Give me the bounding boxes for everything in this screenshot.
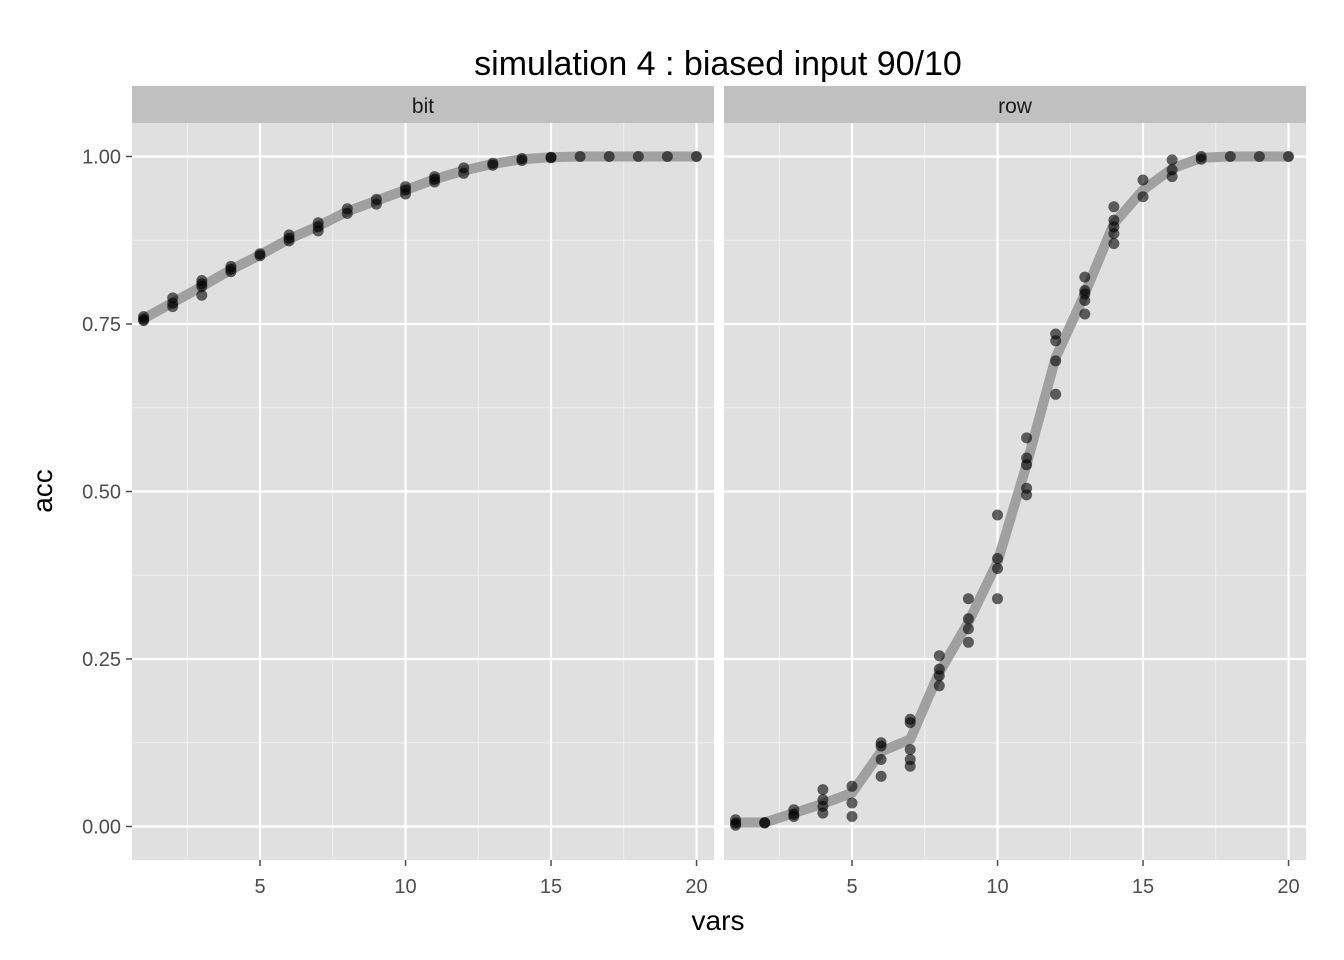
data-point [904,754,916,765]
data-point [1108,238,1120,250]
data-point [846,797,858,809]
data-point [992,593,1003,605]
data-point [341,207,353,219]
data-point [167,301,179,313]
x-tick-label: 15 [1132,876,1154,898]
facet-strip-label: row [998,95,1033,118]
data-point [196,278,208,290]
data-point [1050,388,1062,400]
facet-strip-row [724,86,1306,123]
data-point [574,151,586,162]
data-point [1137,191,1149,203]
data-point [933,680,945,692]
data-point [992,563,1003,574]
data-point [254,248,266,260]
data-point [1195,153,1207,165]
data-point [283,232,295,244]
data-point [933,650,945,662]
data-point [1166,171,1178,183]
data-point [875,770,887,782]
data-point [788,808,800,820]
data-point [1283,151,1294,162]
data-point [962,593,974,605]
data-point [730,817,742,829]
facet-panel-bit: bit [132,86,714,860]
data-point [661,151,673,162]
data-point [846,780,858,792]
data-point [196,289,208,301]
x-tick-label: 20 [685,876,707,898]
data-point [545,152,557,164]
data-point [875,740,887,752]
data-point [1021,459,1033,471]
x-tick-label: 10 [394,876,416,898]
y-tick-label: 1.00 [82,147,121,169]
data-point [1021,432,1033,444]
data-point [933,670,945,682]
data-point [138,315,150,327]
y-tick-label: 0.75 [82,314,121,336]
data-point [817,794,829,806]
data-point [370,198,382,210]
y-axis-title: acc [27,469,58,513]
data-point [487,159,499,171]
data-point [1253,151,1265,162]
data-point [516,155,528,166]
data-point [904,717,916,729]
data-point [429,173,441,185]
data-point [312,221,324,233]
data-point [904,744,916,755]
data-point [759,817,771,828]
data-point [1166,154,1178,166]
x-tick-label: 15 [540,876,562,898]
x-tick-label: 5 [254,876,265,898]
x-tick-label: 10 [986,876,1008,898]
data-point [875,754,887,765]
data-point [1108,228,1120,240]
data-point [691,151,702,162]
data-point [1224,151,1236,162]
data-point [962,636,974,648]
facet-strip-label: bit [412,95,434,118]
x-tick-label: 5 [846,876,857,898]
x-axes: 5 10 15 20 5 10 15 20 [254,860,1300,898]
facet-strip-bit [132,86,714,123]
data-point [1079,295,1091,306]
data-point [603,151,615,162]
data-point [458,167,470,179]
x-axis-title: vars [692,905,745,936]
data-point [225,263,237,275]
data-point [1137,174,1149,186]
data-point [1050,335,1062,347]
data-point [962,613,974,625]
y-tick-label: 0.00 [82,817,121,839]
data-point [846,811,858,822]
y-tick-label: 0.50 [82,482,121,504]
data-point [400,184,411,196]
data-point [962,623,974,635]
data-point [817,784,829,796]
data-point [992,509,1003,521]
y-tick-label: 0.25 [82,649,121,671]
data-point [992,553,1003,564]
data-point [1079,308,1091,320]
y-axis: 0.00 0.25 0.50 0.75 1.00 [82,147,132,839]
x-tick-label: 20 [1277,876,1299,898]
data-point [632,151,644,162]
facet-panels: bit row [132,86,1306,860]
facet-panel-row: row [724,86,1306,860]
chart-title: simulation 4 : biased input 90/10 [474,45,962,83]
data-point [1079,271,1091,283]
data-point [1050,355,1062,367]
data-point [1108,201,1120,213]
data-point [1021,489,1033,501]
